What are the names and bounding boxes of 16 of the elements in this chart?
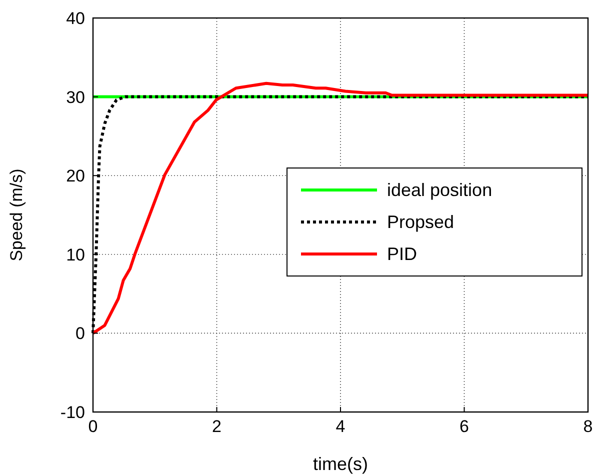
x-tick-label: 8: [583, 417, 593, 436]
y-tick-label: -10: [60, 403, 85, 422]
y-tick-label: 30: [66, 88, 85, 107]
y-tick-label: 20: [66, 166, 85, 186]
x-tick-label: 6: [460, 417, 469, 436]
x-tick-label: 2: [212, 417, 222, 436]
legend-label: PID: [387, 244, 418, 264]
x-axis-title: time(s): [313, 454, 368, 474]
y-axis-title: Speed (m/s): [7, 168, 26, 262]
x-tick-label: 4: [336, 417, 346, 436]
x-tick-label: 0: [88, 417, 98, 436]
legend-label: Propsed: [387, 212, 454, 232]
y-tick-label: 40: [66, 9, 85, 28]
y-tick-label: 10: [66, 245, 85, 264]
y-tick-label: 0: [76, 324, 85, 344]
legend-label: ideal position: [387, 180, 492, 200]
